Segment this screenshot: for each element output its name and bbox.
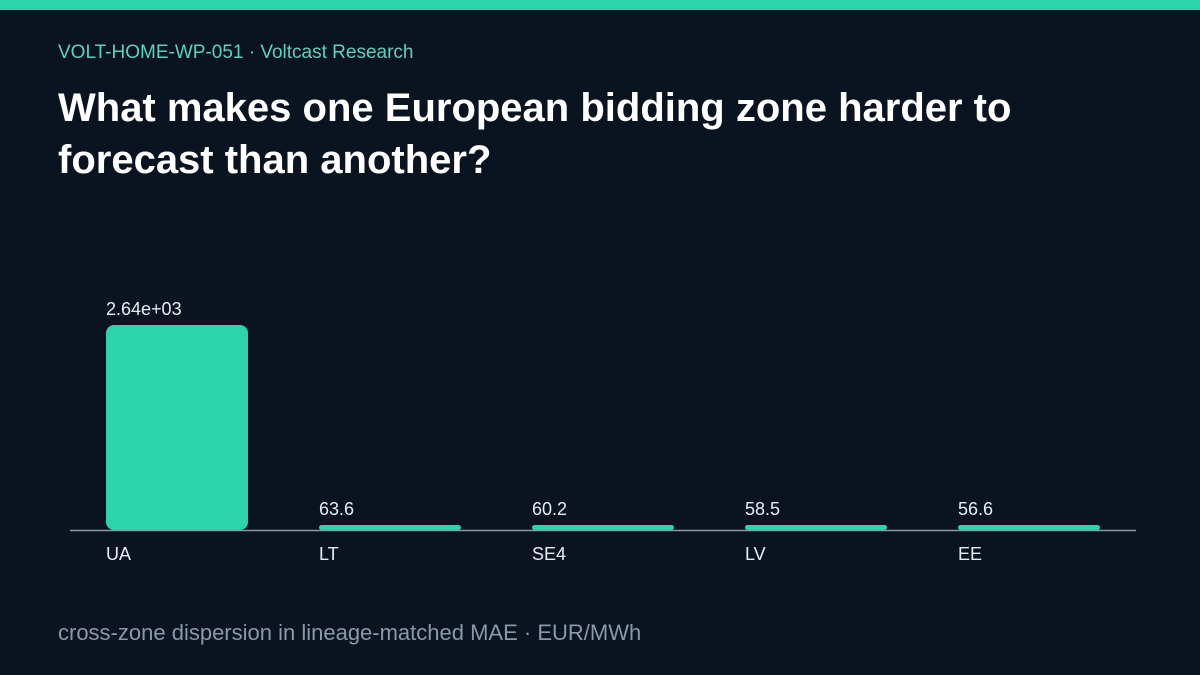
kicker-label: VOLT-HOME-WP-051 · Voltcast Research: [58, 42, 414, 63]
category-label-lv: LV: [745, 544, 766, 564]
page-title: What makes one European bidding zone har…: [58, 86, 1012, 182]
value-label-se4: 60.2: [532, 499, 567, 519]
category-label-ee: EE: [958, 544, 982, 564]
accent-top-bar: [0, 0, 1200, 10]
bar-lv: [745, 525, 887, 530]
value-label-ee: 56.6: [958, 499, 993, 519]
category-label-ua: UA: [106, 544, 131, 564]
bar-lt: [319, 525, 461, 530]
value-label-ua: 2.64e+03: [106, 299, 182, 319]
value-label-lt: 63.6: [319, 499, 354, 519]
bar-ee: [958, 525, 1100, 530]
chart-caption: cross-zone dispersion in lineage-matched…: [58, 620, 642, 645]
category-label-se4: SE4: [532, 544, 566, 564]
bar-se4: [532, 525, 674, 530]
category-label-lt: LT: [319, 544, 339, 564]
value-label-lv: 58.5: [745, 499, 780, 519]
bar-ua: [106, 325, 248, 530]
